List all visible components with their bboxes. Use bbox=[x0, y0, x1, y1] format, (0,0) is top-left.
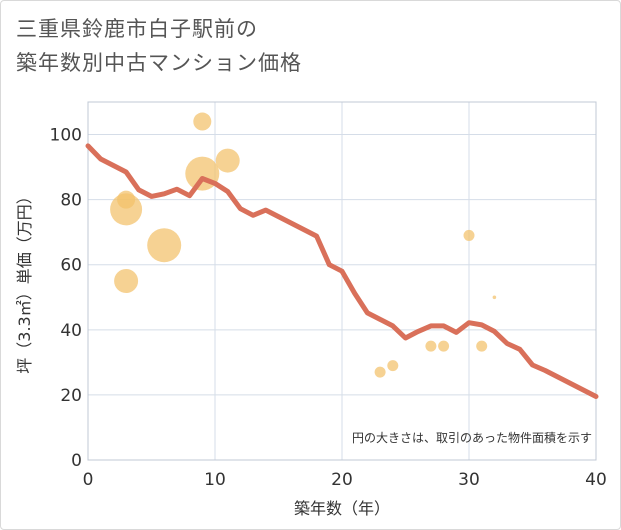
y-tick-label-60: 60 bbox=[60, 256, 82, 276]
y-tick-label-20: 20 bbox=[60, 386, 82, 406]
bubble-point-13 bbox=[492, 295, 497, 300]
x-tick-label-30: 30 bbox=[458, 470, 480, 490]
bubble-point-1 bbox=[110, 193, 143, 226]
y-tick-label-100: 100 bbox=[50, 126, 82, 146]
x-tick-label-40: 40 bbox=[585, 470, 607, 490]
x-tick-label-0: 0 bbox=[83, 470, 94, 490]
bubble-point-10 bbox=[438, 340, 450, 352]
bubble-point-11 bbox=[463, 229, 475, 241]
price-trend-line bbox=[85, 143, 599, 399]
bubble-series bbox=[110, 112, 497, 378]
bubble-point-8 bbox=[387, 360, 399, 372]
chart-title-line-1: 三重県鈴鹿市白子駅前の bbox=[16, 17, 258, 41]
x-tick-label-10: 10 bbox=[204, 470, 226, 490]
bubble-size-note: 円の大きさは、取引のあった物件面積を示す bbox=[352, 430, 592, 445]
bubble-point-3 bbox=[147, 228, 182, 263]
y-tick-label-40: 40 bbox=[60, 321, 82, 341]
bubble-point-4 bbox=[193, 112, 212, 131]
x-axis-label: 築年数（年） bbox=[294, 499, 390, 518]
y-axis-label: 坪（3.3㎡）単価（万円） bbox=[15, 188, 34, 373]
chart-title: 三重県鈴鹿市白子駅前の 築年数別中古マンション価格 bbox=[16, 12, 302, 80]
bubble-point-6 bbox=[215, 148, 240, 173]
bubble-point-9 bbox=[425, 340, 437, 352]
y-tick-label-0: 0 bbox=[71, 451, 82, 471]
bubble-point-2 bbox=[114, 269, 139, 293]
price-trend-series bbox=[85, 143, 599, 399]
bubble-point-12 bbox=[476, 340, 488, 352]
x-tick-label-20: 20 bbox=[331, 470, 353, 490]
axis-ticks: 0 10 20 30 40 0 20 40 60 80 100 bbox=[50, 126, 607, 490]
grid-lines bbox=[87, 102, 597, 461]
bubble-point-7 bbox=[374, 366, 386, 378]
chart-title-line-2: 築年数別中古マンション価格 bbox=[16, 51, 302, 75]
y-tick-label-80: 80 bbox=[60, 191, 82, 211]
plot-area-border bbox=[87, 101, 597, 461]
